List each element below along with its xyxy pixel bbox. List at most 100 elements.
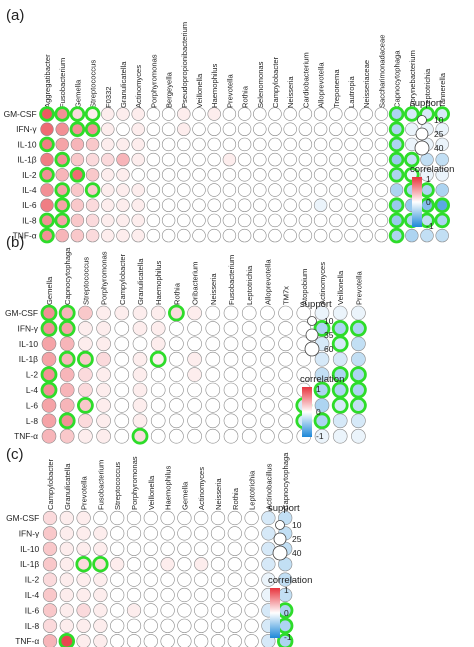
heatmap-cell [41, 413, 57, 429]
heatmap-cell [194, 510, 209, 526]
heatmap-cell-significant [434, 197, 451, 214]
heatmap-cell [114, 367, 130, 382]
heatmap-cell [210, 618, 226, 633]
panel-label: (c) [6, 446, 24, 463]
heatmap-cell [96, 351, 111, 367]
heatmap-cell [96, 382, 111, 398]
heatmap-cell [237, 228, 252, 243]
heatmap-cell [132, 305, 148, 321]
heatmap-cell [143, 510, 158, 526]
column-label: Bergeyella [165, 71, 174, 108]
heatmap-cell-significant [69, 167, 86, 183]
row-label: IL-8 [22, 215, 37, 225]
heatmap-cell [177, 541, 192, 556]
heatmap-cell [205, 305, 221, 321]
heatmap-cell [146, 152, 161, 167]
heatmap-cell [177, 634, 192, 647]
heatmap-cell [227, 634, 242, 647]
heatmap-cell [344, 213, 358, 228]
heatmap-cell [351, 336, 366, 352]
heatmap-cell [143, 541, 158, 556]
heatmap-cell-significant [58, 412, 76, 430]
heatmap-cell [132, 367, 148, 382]
heatmap-cell [59, 526, 74, 541]
heatmap-cell [244, 634, 259, 647]
heatmap-cell [296, 367, 312, 382]
heatmap-cell [296, 351, 312, 367]
heatmap-cell [76, 510, 91, 526]
heatmap-cell [253, 183, 267, 197]
heatmap-cell-significant [388, 121, 405, 137]
heatmap-cell [205, 428, 221, 444]
heatmap-cell [329, 213, 343, 228]
heatmap-cell [283, 122, 297, 136]
heatmap-cell [78, 367, 93, 382]
heatmap-cell [283, 183, 297, 197]
heatmap-cell [143, 587, 158, 603]
heatmap-cell [244, 541, 259, 556]
heatmap-cell [253, 168, 267, 182]
heatmap-cell [359, 198, 373, 212]
heatmap-cell [169, 413, 184, 429]
heatmap-cell [85, 198, 100, 212]
heatmap-cell [237, 213, 252, 228]
heatmap-cell [329, 168, 343, 182]
heatmap-cell [169, 367, 184, 382]
heatmap-cell [161, 137, 176, 152]
heatmap-cell-significant [403, 151, 420, 168]
heatmap-cell [110, 572, 125, 587]
heatmap-cell [70, 213, 85, 228]
heatmap-cell [126, 603, 142, 618]
heatmap-cell [313, 168, 328, 182]
heatmap-cell [344, 137, 358, 152]
heatmap-cell [150, 398, 166, 413]
heatmap-cell [93, 510, 108, 526]
heatmap-cell-significant [349, 396, 367, 414]
heatmap-cell [143, 572, 158, 587]
column-label: Leptotrichia [248, 470, 257, 510]
column-label: Capnocytophaga [63, 247, 72, 305]
heatmap-cell-significant [40, 304, 58, 322]
row-label: IL-6 [25, 605, 40, 615]
heatmap-cell-significant [388, 212, 405, 229]
heatmap-cell [42, 572, 58, 587]
heatmap-cell [241, 305, 257, 321]
correlation-colorbar [412, 177, 422, 227]
heatmap-cell [177, 107, 191, 121]
column-label: Prevotella [225, 73, 234, 108]
heatmap-cell [146, 228, 161, 243]
heatmap-cell [59, 572, 74, 587]
heatmap-cell [116, 122, 130, 136]
heatmap-cell [192, 152, 206, 167]
heatmap-cell [253, 122, 267, 136]
heatmap-cell [210, 572, 226, 587]
heatmap-cell [237, 152, 252, 167]
heatmap-cell [244, 526, 259, 541]
heatmap-cell-significant [39, 212, 55, 229]
heatmap-cell-significant [75, 556, 92, 573]
support-legend-label: 10 [434, 115, 444, 125]
column-label: Neisseria [286, 76, 295, 108]
row-label: IL-1β [20, 559, 39, 569]
heatmap-cell [116, 198, 130, 212]
heatmap-cell [298, 107, 313, 121]
heatmap-cell-significant [277, 633, 294, 647]
heatmap-cell [59, 541, 74, 556]
heatmap-cell [116, 152, 130, 167]
heatmap-cell [160, 603, 175, 618]
heatmap-cell [187, 428, 202, 444]
heatmap-cell [298, 137, 313, 152]
heatmap-cell [351, 413, 366, 429]
heatmap-cell [59, 428, 75, 444]
heatmap-cell [116, 137, 130, 152]
heatmap-cell [150, 305, 166, 321]
heatmap-cell [351, 305, 366, 321]
column-label: Streptococcus [81, 257, 90, 305]
heatmap-cell-significant [434, 106, 451, 122]
heatmap-cell [42, 634, 58, 647]
row-label: IL-10 [20, 544, 39, 554]
panel-label: (a) [6, 7, 24, 24]
heatmap-cell-significant [349, 319, 367, 337]
column-label: Streptococcus [113, 462, 122, 510]
column-label: Rothia [231, 487, 240, 510]
